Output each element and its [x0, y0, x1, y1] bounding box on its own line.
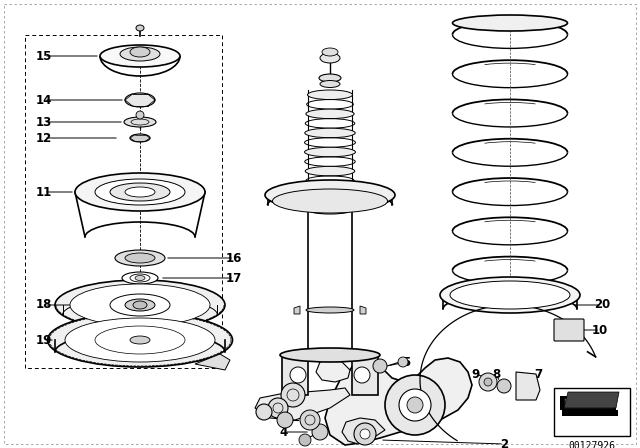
- Ellipse shape: [305, 128, 355, 138]
- Polygon shape: [255, 388, 350, 420]
- Ellipse shape: [305, 147, 355, 157]
- Ellipse shape: [307, 90, 353, 99]
- Text: 00127926: 00127926: [568, 441, 616, 448]
- Circle shape: [497, 379, 511, 393]
- Circle shape: [268, 398, 288, 418]
- Ellipse shape: [320, 81, 340, 87]
- Ellipse shape: [65, 318, 215, 362]
- Text: 18: 18: [36, 298, 52, 311]
- Ellipse shape: [95, 179, 185, 205]
- Ellipse shape: [125, 187, 155, 197]
- Ellipse shape: [70, 284, 210, 326]
- Circle shape: [479, 373, 497, 391]
- Ellipse shape: [122, 272, 158, 284]
- Ellipse shape: [305, 166, 355, 176]
- Ellipse shape: [130, 134, 150, 142]
- Ellipse shape: [136, 25, 144, 31]
- Ellipse shape: [307, 185, 353, 195]
- Circle shape: [399, 389, 431, 421]
- Circle shape: [256, 404, 272, 420]
- Polygon shape: [564, 392, 619, 408]
- Ellipse shape: [115, 250, 165, 266]
- Ellipse shape: [320, 53, 340, 63]
- Text: 17: 17: [226, 271, 242, 284]
- Text: 10: 10: [592, 323, 608, 336]
- Text: 4: 4: [280, 426, 288, 439]
- Circle shape: [398, 357, 408, 367]
- Ellipse shape: [440, 277, 580, 313]
- Ellipse shape: [322, 48, 338, 56]
- Text: 7: 7: [534, 367, 542, 380]
- Ellipse shape: [100, 45, 180, 67]
- Text: 3: 3: [280, 414, 288, 426]
- Ellipse shape: [110, 183, 170, 201]
- Ellipse shape: [308, 206, 352, 214]
- Circle shape: [299, 434, 311, 446]
- Text: 5: 5: [402, 356, 410, 369]
- Circle shape: [373, 359, 387, 373]
- Ellipse shape: [273, 189, 387, 213]
- Polygon shape: [325, 358, 472, 445]
- Text: 14: 14: [36, 94, 52, 107]
- Ellipse shape: [136, 111, 144, 119]
- Circle shape: [281, 383, 305, 407]
- Polygon shape: [316, 358, 350, 382]
- Circle shape: [484, 378, 492, 386]
- Ellipse shape: [125, 299, 155, 311]
- Ellipse shape: [55, 280, 225, 330]
- Ellipse shape: [130, 336, 150, 344]
- Circle shape: [290, 367, 306, 383]
- Text: 8: 8: [492, 367, 500, 380]
- Text: 20: 20: [594, 298, 610, 311]
- Text: 16: 16: [226, 251, 242, 264]
- Polygon shape: [564, 398, 614, 408]
- Ellipse shape: [452, 15, 568, 31]
- Text: 13: 13: [36, 116, 52, 129]
- Ellipse shape: [306, 307, 354, 313]
- Circle shape: [360, 429, 370, 439]
- Ellipse shape: [265, 180, 395, 210]
- FancyBboxPatch shape: [554, 319, 584, 341]
- Circle shape: [354, 367, 370, 383]
- Polygon shape: [360, 306, 366, 314]
- Ellipse shape: [47, 313, 232, 367]
- Text: 12: 12: [36, 132, 52, 145]
- Ellipse shape: [75, 173, 205, 211]
- Circle shape: [385, 375, 445, 435]
- Text: 9: 9: [472, 367, 480, 380]
- Ellipse shape: [130, 47, 150, 57]
- Polygon shape: [282, 355, 308, 395]
- Polygon shape: [342, 418, 385, 444]
- Ellipse shape: [120, 47, 160, 61]
- Ellipse shape: [280, 348, 380, 362]
- Text: 2: 2: [500, 438, 508, 448]
- Text: 11: 11: [36, 185, 52, 198]
- FancyBboxPatch shape: [554, 388, 630, 436]
- Circle shape: [300, 410, 320, 430]
- Ellipse shape: [133, 301, 147, 309]
- Circle shape: [277, 412, 293, 428]
- Polygon shape: [560, 396, 616, 410]
- Circle shape: [354, 423, 376, 445]
- Polygon shape: [562, 410, 618, 416]
- Circle shape: [312, 424, 328, 440]
- Ellipse shape: [124, 117, 156, 127]
- Text: 6: 6: [290, 374, 298, 387]
- Text: 19: 19: [36, 333, 52, 346]
- Ellipse shape: [135, 276, 145, 280]
- Text: 1: 1: [290, 353, 298, 366]
- Polygon shape: [516, 372, 540, 400]
- Ellipse shape: [319, 74, 341, 82]
- Text: 15: 15: [36, 49, 52, 63]
- Ellipse shape: [306, 109, 354, 119]
- Polygon shape: [294, 306, 300, 314]
- Polygon shape: [352, 355, 378, 395]
- Polygon shape: [195, 354, 230, 370]
- Ellipse shape: [125, 253, 155, 263]
- Ellipse shape: [450, 281, 570, 309]
- Ellipse shape: [125, 93, 155, 107]
- Circle shape: [407, 397, 423, 413]
